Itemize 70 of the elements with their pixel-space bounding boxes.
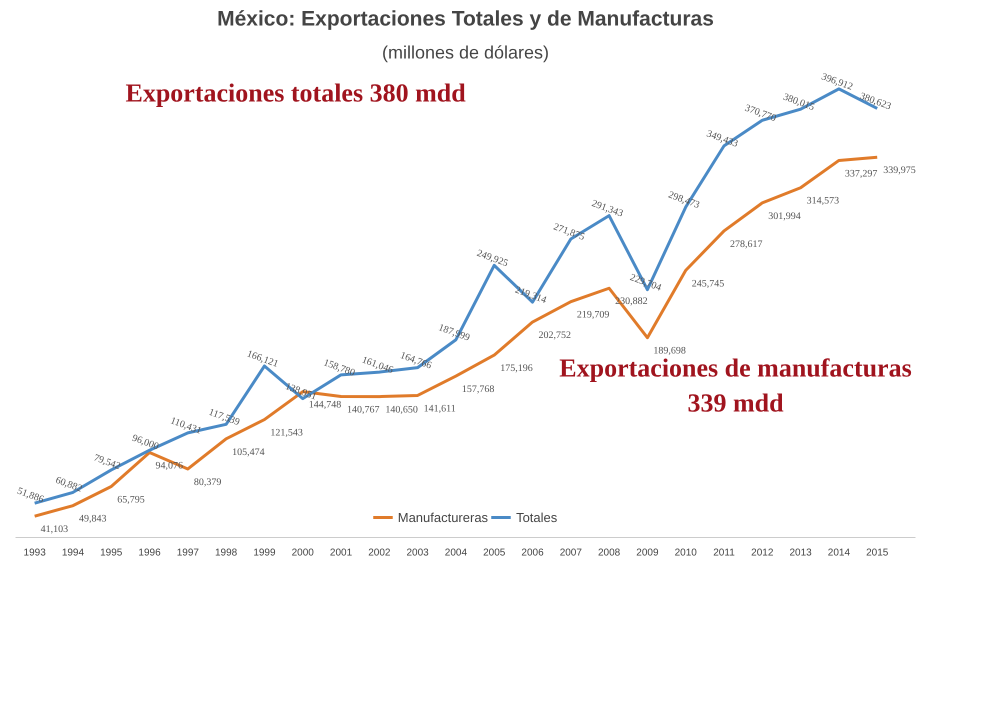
data-label: 175,196 <box>500 363 533 374</box>
x-tick-label: 2012 <box>751 548 774 558</box>
x-tick-label: 1997 <box>176 548 200 558</box>
data-label: 298,473 <box>666 190 701 212</box>
annotation: Exportaciones totales 380 mdd <box>126 78 466 108</box>
data-label: 41,103 <box>40 524 68 536</box>
legend-label: Totales <box>516 510 558 524</box>
data-label: 314,573 <box>806 196 840 207</box>
data-label: 105,474 <box>232 446 265 458</box>
x-tick-label: 1994 <box>62 548 85 558</box>
x-tick-label: 1999 <box>253 548 276 558</box>
data-label: 49,843 <box>78 514 106 525</box>
data-label: 161,046 <box>360 354 395 376</box>
data-label: 271,875 <box>552 222 586 243</box>
data-label: 202,752 <box>538 330 572 342</box>
data-label: 219,709 <box>576 310 610 321</box>
data-label: 164,766 <box>398 350 433 372</box>
data-label: 219,314 <box>513 284 548 306</box>
x-tick-label: 2003 <box>406 548 430 558</box>
x-tick-label: 2000 <box>292 548 314 558</box>
x-tick-label: 2006 <box>521 548 544 558</box>
data-label: 157,768 <box>462 384 494 396</box>
data-label: 60,882 <box>54 474 84 495</box>
data-label: 158,780 <box>322 357 356 379</box>
x-tick-label: 2014 <box>828 548 850 558</box>
x-tick-label: 2015 <box>866 548 889 558</box>
data-label: 141,611 <box>424 403 456 414</box>
data-label: 278,617 <box>730 238 763 250</box>
data-label: 229,704 <box>628 272 663 294</box>
data-label: 396,912 <box>820 71 854 93</box>
x-tick-label: 2001 <box>330 548 353 558</box>
data-label: 80,379 <box>194 476 222 488</box>
data-label: 349,433 <box>704 128 740 150</box>
data-label: 249,925 <box>475 248 510 270</box>
legend-label: Manufactureras <box>398 510 488 524</box>
data-label: 380,623 <box>858 90 892 112</box>
x-tick-label: 2005 <box>483 548 506 558</box>
data-label: 370,770 <box>743 102 778 124</box>
data-label: 291,343 <box>590 198 624 220</box>
data-label: 187,999 <box>436 322 472 344</box>
data-label: 339,975 <box>883 165 916 176</box>
data-label: 79,542 <box>92 452 122 472</box>
x-tick-label: 2007 <box>560 548 582 558</box>
x-tick-label: 2013 <box>789 548 812 558</box>
x-tick-label: 1996 <box>138 548 162 558</box>
data-label: 144,748 <box>308 400 342 411</box>
x-tick-label: 1995 <box>100 548 123 558</box>
data-label: 245,745 <box>692 278 724 290</box>
x-tick-label: 2010 <box>674 548 698 558</box>
x-tick-label: 1993 <box>24 548 46 558</box>
data-label: 51,886 <box>16 486 46 506</box>
x-tick-label: 2009 <box>636 548 659 558</box>
x-tick-label: 2011 <box>713 548 736 558</box>
data-label: 121,543 <box>270 428 303 439</box>
data-label: 140,650 <box>385 404 418 416</box>
data-label: 65,795 <box>117 494 145 506</box>
data-label: 117,539 <box>207 406 242 428</box>
x-tick-label: 2004 <box>444 548 468 558</box>
data-label: 166,121 <box>245 348 280 370</box>
chart-subtitle: (millones de dólares) <box>382 42 550 62</box>
data-label: 96,000 <box>130 432 160 452</box>
x-tick-label: 2008 <box>598 548 621 558</box>
x-tick-label: 2002 <box>368 548 391 558</box>
data-label: 301,994 <box>768 210 801 222</box>
chart-title: México: Exportaciones Totales y de Manufacturas <box>217 8 714 30</box>
data-label: 110,431 <box>168 415 203 437</box>
x-tick-label: 1998 <box>215 548 238 558</box>
data-label: 380,015 <box>782 92 816 114</box>
data-label: 140,767 <box>347 404 380 416</box>
data-label: 337,297 <box>844 168 878 180</box>
